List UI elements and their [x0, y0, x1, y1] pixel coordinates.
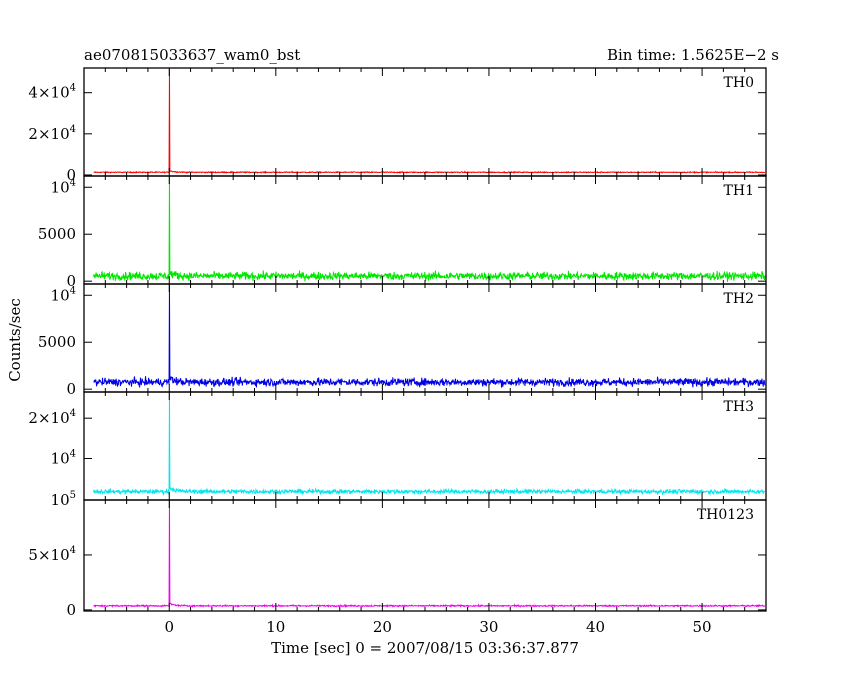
y-tick-label: 5000 — [38, 225, 76, 243]
panel-label: TH3 — [724, 399, 754, 415]
series-line-th3 — [93, 391, 766, 497]
series-line-th2 — [93, 283, 766, 389]
x-tick-label: 10 — [266, 618, 285, 636]
y-tick-label: 4×104 — [28, 83, 76, 102]
y-tick-label: 2×104 — [28, 124, 76, 143]
y-tick-label: 104 — [51, 177, 76, 196]
panel-label: TH0123 — [697, 507, 754, 523]
panel-th1: 0 5000 104 TH1 — [38, 175, 767, 290]
panel-label: TH0 — [724, 75, 754, 91]
panel-th2: 0 5000 104 TH2 — [38, 283, 767, 398]
panel-frame — [83, 67, 767, 177]
panel-frame — [83, 499, 767, 612]
x-tick-label: 0 — [164, 618, 174, 636]
series-line-th0 — [93, 67, 766, 175]
panel-label: TH1 — [724, 183, 754, 199]
panel-frame — [83, 391, 767, 501]
panel-frame — [83, 175, 767, 285]
series-line-th1 — [93, 175, 766, 283]
y-tick-label: 105 — [51, 490, 76, 509]
x-axis-title: Time [sec] 0 = 2007/08/15 03:36:37.877 — [271, 639, 579, 657]
y-tick-label: 5000 — [38, 333, 76, 351]
y-tick-label: 0 — [66, 380, 76, 398]
y-tick-label: 104 — [51, 448, 76, 467]
x-tick-label: 50 — [693, 618, 712, 636]
x-tick-label: 20 — [373, 618, 392, 636]
x-tick-label: 40 — [586, 618, 605, 636]
panel-th3: 104 2×104 TH3 — [28, 391, 767, 501]
chart-title: ae070815033637_wam0_bst — [84, 46, 300, 64]
panel-label: TH2 — [724, 291, 754, 307]
y-tick-label: 5×104 — [28, 545, 76, 564]
y-tick-label: 2×104 — [28, 408, 76, 427]
bin-time-label: Bin time: 1.5625E−2 s — [607, 46, 779, 64]
x-tick-label: 30 — [479, 618, 498, 636]
panel-th0123: 0 5×104 105 TH0123 — [28, 490, 767, 619]
y-tick-label: 0 — [66, 272, 76, 290]
y-axis-title: Counts/sec — [6, 298, 24, 382]
y-tick-label: 104 — [51, 285, 76, 304]
y-tick-label: 0 — [66, 601, 76, 619]
panel-frame — [83, 283, 767, 393]
panel-th0: 0 2×104 4×104 TH0 — [28, 67, 767, 184]
series-line-th0123 — [93, 499, 766, 609]
y-tick-label: 0 — [66, 166, 76, 184]
